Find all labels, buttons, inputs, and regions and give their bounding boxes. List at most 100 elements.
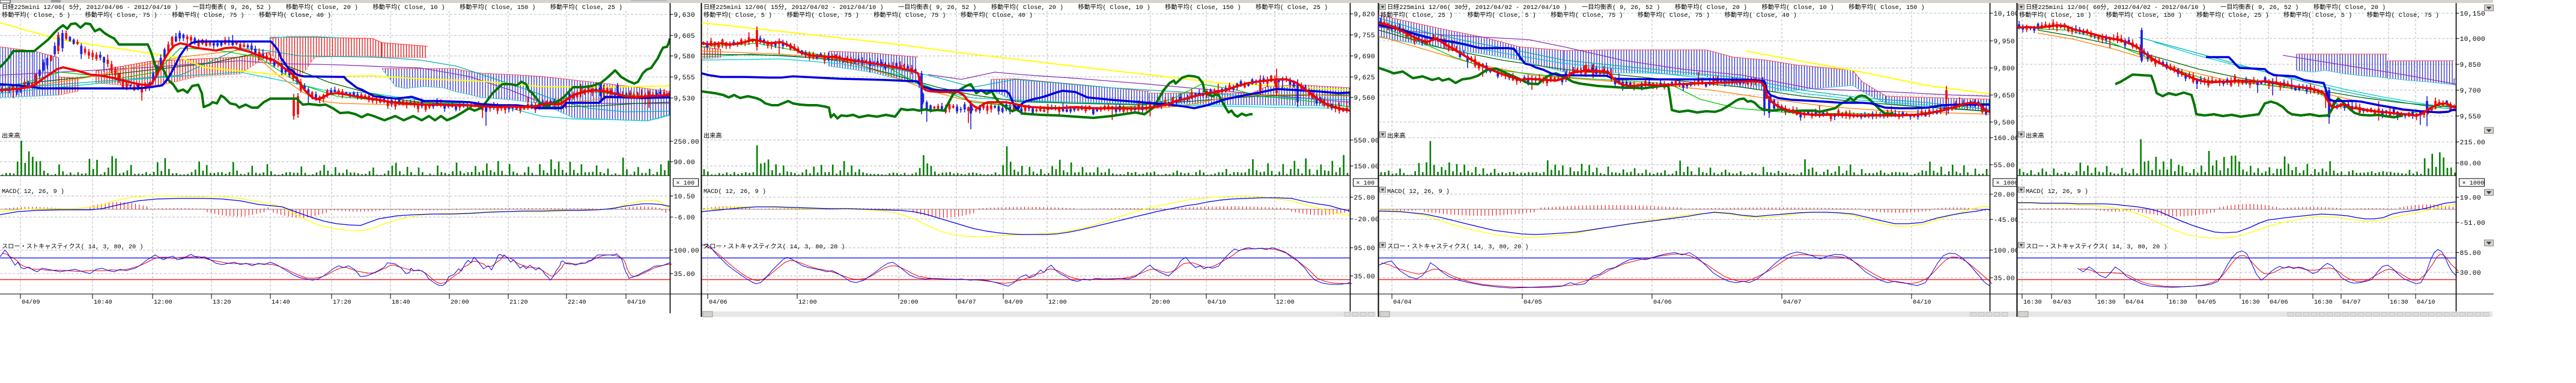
svg-text:9,580: 9,580 [674,54,695,61]
svg-text:16:30: 16:30 [2390,299,2408,306]
svg-text:30.00: 30.00 [2460,270,2481,277]
svg-text:9,500: 9,500 [1994,120,2015,127]
svg-text:9,800: 9,800 [1994,66,2015,73]
svg-text:100.00: 100.00 [674,248,699,255]
svg-text:19.00: 19.00 [2460,195,2481,202]
svg-text:MACD( 12, 26, 9 ): MACD( 12, 26, 9 ) [2,188,64,195]
svg-text:35.00: 35.00 [674,271,695,278]
svg-text:10,150: 10,150 [2460,11,2485,18]
svg-text:スロー・ストキャスティクス( 14, 3, 80, 20 ): スロー・ストキャスティクス( 14, 3, 80, 20 ) [703,243,845,251]
svg-text:04/07: 04/07 [958,299,976,306]
svg-text:04/09: 04/09 [1004,299,1023,306]
svg-text:16:30: 16:30 [2023,299,2042,306]
svg-text:9,820: 9,820 [1354,11,1375,19]
svg-text:215.00: 215.00 [2460,139,2485,147]
svg-text:10.50: 10.50 [674,194,695,201]
svg-text:04/05: 04/05 [1523,299,1542,306]
svg-text:25.00: 25.00 [1354,195,1375,202]
svg-text:04/07: 04/07 [2342,299,2361,306]
svg-text:12:00: 12:00 [1276,299,1295,306]
svg-text:04/10: 04/10 [1208,299,1226,306]
svg-text:04/10: 04/10 [2417,299,2435,306]
svg-text:× 1000: × 1000 [1996,180,2019,187]
svg-text:16:30: 16:30 [2241,299,2260,306]
svg-text:スロー・ストキャスティクス( 14, 3, 80, 20 ): スロー・ストキャスティクス( 14, 3, 80, 20 ) [2026,243,2167,251]
svg-text:21:20: 21:20 [509,299,528,306]
svg-text:× 100: × 100 [676,180,695,187]
svg-text:80.00: 80.00 [2460,161,2481,168]
svg-text:12:00: 12:00 [154,299,172,306]
svg-text:100.00: 100.00 [1994,248,2019,255]
svg-text:9,605: 9,605 [674,33,695,40]
svg-text:9,755: 9,755 [1354,32,1375,40]
svg-text:55.00: 55.00 [1994,162,2015,170]
svg-text:20.00: 20.00 [1994,192,2015,199]
svg-text:9,650: 9,650 [1994,93,2015,100]
svg-text:04/06: 04/06 [1653,299,1672,306]
svg-text:9,555: 9,555 [674,75,695,82]
svg-text:9,950: 9,950 [1994,38,2015,46]
svg-text:12:00: 12:00 [1048,299,1067,306]
svg-text:× 1000: × 1000 [2462,180,2485,187]
svg-text:17:20: 17:20 [333,299,351,306]
svg-text:35.00: 35.00 [1994,275,2015,283]
svg-text:9,550: 9,550 [2460,114,2481,121]
svg-text:10,000: 10,000 [2460,36,2485,43]
svg-text:04/07: 04/07 [1783,299,1802,306]
svg-text:× 100: × 100 [1356,180,1375,187]
svg-text:-51.00: -51.00 [2460,220,2485,227]
svg-text:04/05: 04/05 [2198,299,2216,306]
svg-text:04/03: 04/03 [2053,299,2071,306]
svg-text:日経225mini 12/06( 15分, 2012/04/: 日経225mini 12/06( 15分, 2012/04/02 - 2012/… [703,3,1328,11]
svg-text:-6.00: -6.00 [674,215,695,222]
svg-text:20:00: 20:00 [900,299,919,306]
svg-text:16:30: 16:30 [2097,299,2116,306]
svg-text:04/06: 04/06 [2270,299,2288,306]
svg-text:出来高: 出来高 [703,132,722,140]
svg-text:出来高: 出来高 [2026,132,2044,140]
svg-text:移動平均( Close, 5 ) 移動平均( Clos: 移動平均( Close, 5 ) 移動平均( Close, 75 ) 移動平均(… [2,11,331,19]
svg-text:13:20: 13:20 [213,299,231,306]
svg-text:移動平均( Close, 10 ) 移動平均( Clo: 移動平均( Close, 10 ) 移動平均( Close, 150 ) 移動平… [2019,11,2439,19]
svg-text:04/10: 04/10 [627,299,646,306]
svg-text:スロー・ストキャスティクス( 14, 3, 80, 20 ): スロー・ストキャスティクス( 14, 3, 80, 20 ) [2,243,143,251]
svg-text:85.00: 85.00 [2460,250,2481,257]
svg-text:95.00: 95.00 [1354,245,1375,253]
svg-text:9,850: 9,850 [2460,62,2481,69]
svg-text:日経225mini 12/06( 30分, 2012/04/: 日経225mini 12/06( 30分, 2012/04/02 - 2012/… [1387,3,1925,11]
svg-text:出来高: 出来高 [1387,132,1406,140]
svg-text:90.00: 90.00 [674,159,695,167]
svg-text:移動平均( Close, 5 ) 移動平均( Clos: 移動平均( Close, 5 ) 移動平均( Close, 75 ) 移動平均(… [703,11,1033,19]
svg-text:04/04: 04/04 [1393,299,1412,306]
svg-text:日経225mini 12/06( 5分, 2012/04/0: 日経225mini 12/06( 5分, 2012/04/06 - 2012/0… [2,3,622,11]
svg-text:35.00: 35.00 [1354,274,1375,281]
svg-text:9,630: 9,630 [674,12,695,19]
svg-text:04/09: 04/09 [22,299,40,306]
svg-text:04/06: 04/06 [709,299,728,306]
svg-text:550.00: 550.00 [1354,138,1379,145]
svg-text:移動平均( Close, 25 ) 移動平均( Clo: 移動平均( Close, 25 ) 移動平均( Close, 5 ) 移動平均(… [1381,11,1797,19]
svg-text:10,100: 10,100 [1994,11,2019,18]
svg-text:16:30: 16:30 [2314,299,2333,306]
svg-text:MACD( 12, 26, 9 ): MACD( 12, 26, 9 ) [703,188,766,195]
svg-text:14:40: 14:40 [272,299,290,306]
svg-text:9,625: 9,625 [1354,75,1375,82]
svg-text:MACD( 12, 26, 9 ): MACD( 12, 26, 9 ) [2026,188,2088,195]
svg-text:150.00: 150.00 [1354,164,1379,171]
svg-text:160.00: 160.00 [1994,135,2019,142]
svg-text:-20.00: -20.00 [1354,216,1379,224]
svg-text:20:00: 20:00 [451,299,469,306]
svg-text:20:00: 20:00 [1152,299,1170,306]
svg-text:日経225mini 12/06( 60分, 2012/04/: 日経225mini 12/06( 60分, 2012/04/02 - 2012/… [2026,3,2386,11]
svg-text:22:40: 22:40 [568,299,586,306]
svg-text:18:40: 18:40 [392,299,410,306]
svg-text:250.00: 250.00 [674,139,699,146]
svg-text:出来高: 出来高 [2,132,20,140]
svg-text:16:30: 16:30 [2169,299,2187,306]
svg-text:04/10: 04/10 [1913,299,1931,306]
svg-text:スロー・ストキャスティクス( 14, 3, 80, 20 ): スロー・ストキャスティクス( 14, 3, 80, 20 ) [1387,243,1528,251]
svg-text:-45.00: -45.00 [1994,217,2019,224]
svg-text:10:40: 10:40 [94,299,112,306]
svg-text:9,700: 9,700 [2460,88,2481,95]
svg-text:04/04: 04/04 [2125,299,2144,306]
